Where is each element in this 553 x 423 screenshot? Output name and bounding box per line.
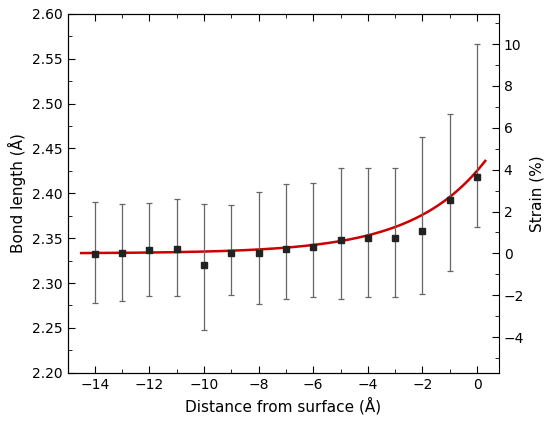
Y-axis label: Strain (%): Strain (%) bbox=[530, 155, 545, 232]
Y-axis label: Bond length (Å): Bond length (Å) bbox=[8, 133, 27, 253]
X-axis label: Distance from surface (Å): Distance from surface (Å) bbox=[185, 397, 381, 415]
